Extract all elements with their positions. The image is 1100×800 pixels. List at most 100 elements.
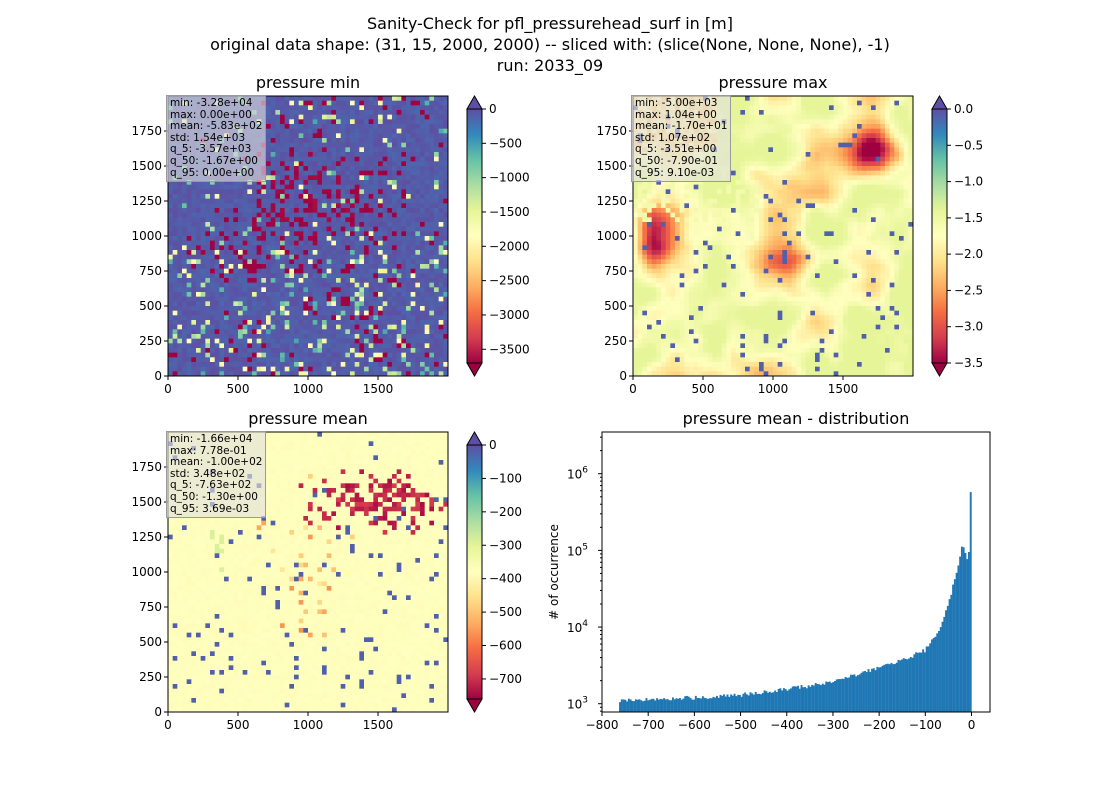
map-pixel	[434, 362, 440, 368]
map-pixel	[373, 161, 379, 167]
map-pixel	[815, 170, 821, 176]
map-pixel	[210, 338, 216, 344]
map-pixel	[392, 100, 398, 106]
map-pixel	[354, 217, 360, 223]
map-pixel	[242, 287, 248, 293]
map-pixel	[424, 212, 430, 218]
map-pixel	[387, 254, 393, 260]
map-pixel	[819, 175, 825, 181]
map-pixel	[759, 180, 765, 186]
map-pixel	[773, 133, 779, 139]
map-pixel	[396, 338, 402, 344]
map-pixel	[670, 198, 676, 204]
map-pixel	[768, 142, 774, 148]
map-pixel	[410, 315, 416, 321]
map-pixel	[191, 264, 197, 270]
map-pixel	[200, 338, 206, 344]
map-pixel	[350, 320, 356, 326]
map-pixel	[866, 100, 872, 106]
map-pixel	[336, 124, 342, 130]
map-pixel	[336, 371, 342, 377]
map-pixel	[284, 338, 290, 344]
map-pixel	[373, 147, 379, 153]
map-pixel	[191, 338, 197, 344]
map-pixel	[191, 184, 197, 190]
map-pixel	[252, 212, 258, 218]
map-pixel	[228, 348, 234, 354]
map-pixel	[866, 114, 872, 120]
map-pixel	[219, 226, 225, 232]
map-pixel	[228, 282, 234, 288]
map-pixel	[759, 138, 765, 144]
map-pixel	[266, 208, 272, 214]
map-pixel	[415, 194, 421, 200]
map-pixel	[763, 175, 769, 181]
map-pixel	[303, 161, 309, 167]
map-pixel	[289, 166, 295, 172]
map-pixel	[406, 292, 412, 298]
map-pixel	[252, 306, 258, 312]
map-pixel	[424, 320, 430, 326]
map-pixel	[336, 203, 342, 209]
map-pixel	[312, 371, 318, 377]
map-pixel	[871, 138, 877, 144]
map-pixel	[359, 161, 365, 167]
map-pixel	[717, 189, 723, 195]
map-pixel	[857, 138, 863, 144]
map-pixel	[336, 156, 342, 162]
map-pixel	[880, 114, 886, 120]
map-pixel	[378, 217, 384, 223]
map-pixel	[308, 250, 314, 256]
map-pixel	[261, 320, 267, 326]
map-pixel	[429, 259, 435, 265]
map-pixel	[406, 138, 412, 144]
map-pixel	[740, 105, 746, 111]
map-pixel	[238, 217, 244, 223]
map-pixel	[252, 282, 258, 288]
map-pixel	[317, 208, 323, 214]
map-pixel	[172, 343, 178, 349]
map-pixel	[326, 147, 332, 153]
map-pixel	[382, 334, 388, 340]
map-pixel	[331, 184, 337, 190]
map-pixel	[266, 334, 272, 340]
map-pixel	[205, 268, 211, 274]
map-pixel	[214, 222, 220, 228]
map-pixel	[735, 175, 741, 181]
map-pixel	[294, 170, 300, 176]
map-pixel	[303, 366, 309, 372]
map-pixel	[308, 296, 314, 302]
map-pixel	[326, 203, 332, 209]
map-pixel	[354, 268, 360, 274]
map-pixel	[270, 292, 276, 298]
map-pixel	[312, 348, 318, 354]
map-pixel	[224, 301, 230, 307]
map-pixel	[903, 161, 909, 167]
map-pixel	[661, 198, 667, 204]
map-pixel	[350, 245, 356, 251]
map-pixel	[382, 343, 388, 349]
map-pixel	[819, 166, 825, 172]
map-pixel	[354, 105, 360, 111]
map-pixel	[735, 96, 741, 102]
map-pixel	[401, 324, 407, 330]
map-pixel	[256, 236, 262, 242]
map-pixel	[777, 180, 783, 186]
map-pixel	[763, 105, 769, 111]
map-pixel	[420, 310, 426, 316]
map-pixel	[303, 273, 309, 279]
map-pixel	[359, 105, 365, 111]
map-pixel	[429, 156, 435, 162]
map-pixel	[350, 343, 356, 349]
map-pixel	[754, 110, 760, 116]
map-pixel	[247, 180, 253, 186]
map-pixel	[815, 147, 821, 153]
map-pixel	[303, 320, 309, 326]
map-pixel	[312, 231, 318, 237]
map-pixel	[182, 324, 188, 330]
map-pixel	[787, 170, 793, 176]
map-pixel	[298, 250, 304, 256]
map-pixel	[392, 357, 398, 363]
map-pixel	[308, 264, 314, 270]
map-pixel	[406, 259, 412, 265]
